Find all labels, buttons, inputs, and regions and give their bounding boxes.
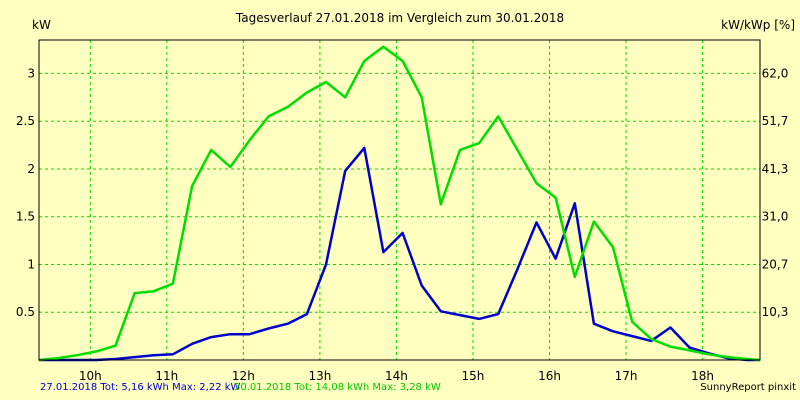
x-tick-label: 12h <box>232 369 255 383</box>
legend-series-2: 30.01.2018 Tot: 14,08 kWh Max: 3,28 kW <box>234 382 441 393</box>
y-tick-label-right: 31,0 <box>762 210 789 224</box>
y-tick-label-right: 10,3 <box>762 305 789 319</box>
y-axis-right-label: kW/kWp [%] <box>721 18 795 32</box>
legend-series-1: 27.01.2018 Tot: 5,16 kWh Max: 2,22 kW <box>40 382 241 393</box>
y-tick-label-left: 1 <box>27 257 35 271</box>
y-axis-left-label: kW <box>32 18 51 32</box>
tick-labels: 10h 11h 12h 13h 14h 15h 16h 17h 18h 0.5 10,3 1 20,7 1… <box>16 66 788 383</box>
series-line-2 <box>38 45 761 362</box>
y-tick-label-left: 3 <box>27 66 35 80</box>
x-tick-label: 14h <box>385 369 408 383</box>
x-tick-label: 17h <box>615 369 638 383</box>
y-tick-label-right: 20,7 <box>762 257 789 271</box>
y-tick-label-left: 2 <box>27 162 35 176</box>
y-tick-label-right: 62,0 <box>762 66 789 80</box>
x-tick-label: 13h <box>308 369 331 383</box>
x-tick-label: 18h <box>691 369 714 383</box>
y-tick-label-left: 1.5 <box>16 210 35 224</box>
y-tick-label-right: 41,3 <box>762 162 789 176</box>
chart-title: Tagesverlauf 27.01.2018 im Vergleich zum… <box>235 11 564 25</box>
series-line-1 <box>39 146 760 362</box>
y-tick-label-left: 2.5 <box>16 114 35 128</box>
x-tick-label: 16h <box>538 369 561 383</box>
x-tick-label: 15h <box>462 369 485 383</box>
y-tick-label-left: 0.5 <box>16 305 35 319</box>
y-tick-label-right: 51,7 <box>762 114 789 128</box>
x-tick-label: 11h <box>155 369 178 383</box>
series-lines <box>38 45 761 362</box>
x-tick-label: 10h <box>79 369 102 383</box>
credit: SunnyReport pinxit <box>700 382 796 393</box>
grid <box>39 40 760 360</box>
plot-frame <box>38 39 761 361</box>
